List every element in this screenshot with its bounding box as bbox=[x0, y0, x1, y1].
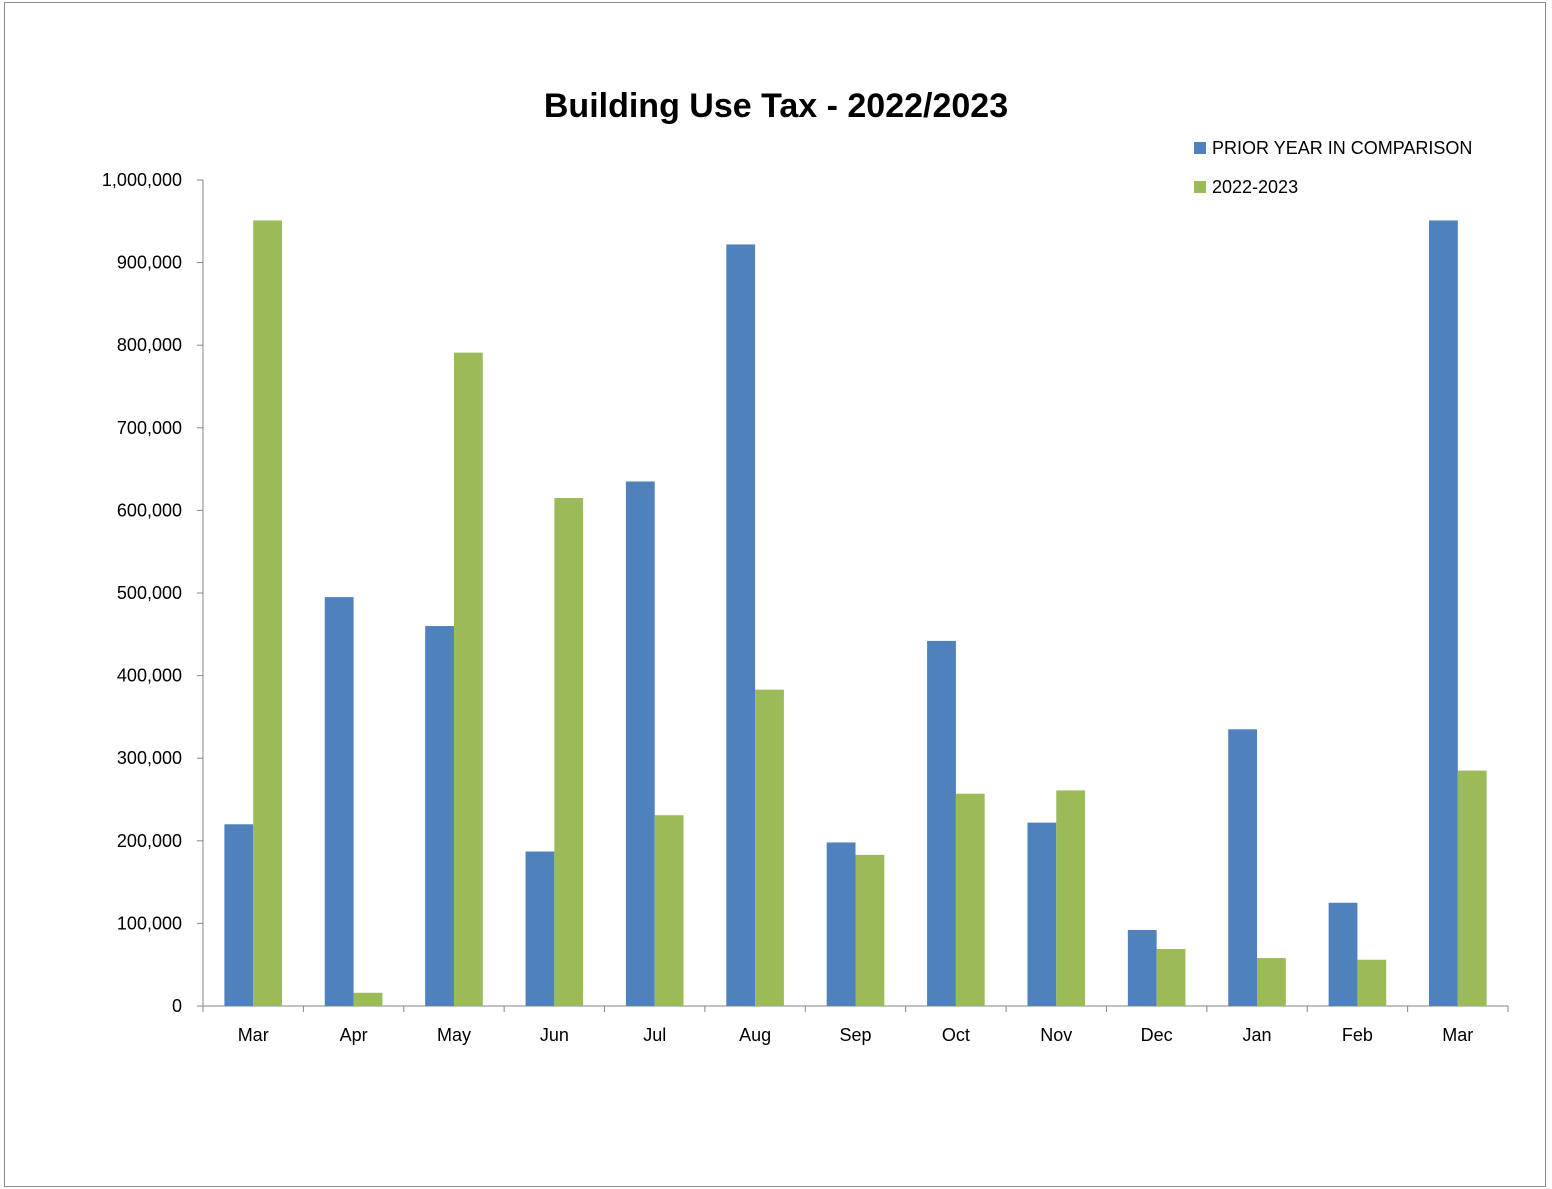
bar-prior-year-mar-12 bbox=[1429, 220, 1458, 1006]
bar-2022-2023-jul-4 bbox=[654, 815, 684, 1006]
y-tick-label: 900,000 bbox=[117, 253, 182, 273]
y-tick-label: 700,000 bbox=[117, 418, 182, 438]
bar-2022-2023-apr-1 bbox=[353, 992, 383, 1006]
legend-label-prior-year: PRIOR YEAR IN COMPARISON bbox=[1212, 138, 1472, 158]
bar-prior-year-may-2 bbox=[425, 626, 454, 1006]
y-tick-label: 800,000 bbox=[117, 335, 182, 355]
bar-2022-2023-jun-3 bbox=[554, 498, 584, 1006]
bar-prior-year-dec-9 bbox=[1127, 930, 1157, 1006]
bar-prior-year-oct-7 bbox=[927, 640, 956, 1006]
x-tick-label: Feb bbox=[1342, 1025, 1373, 1045]
legend: PRIOR YEAR IN COMPARISON 2022-2023 bbox=[1194, 138, 1472, 197]
bar-2022-2023-jan-10 bbox=[1257, 958, 1286, 1006]
y-tick-label: 0 bbox=[172, 996, 182, 1016]
bar-prior-year-apr-1 bbox=[324, 597, 354, 1006]
bar-2022-2023-mar-0 bbox=[253, 220, 282, 1006]
x-tick-label: Jun bbox=[540, 1025, 569, 1045]
bar-prior-year-sep-6 bbox=[826, 842, 856, 1006]
legend-label-2022-2023: 2022-2023 bbox=[1212, 177, 1298, 197]
bar-2022-2023-may-2 bbox=[453, 352, 483, 1006]
bars bbox=[224, 220, 1487, 1007]
y-tick-label: 500,000 bbox=[117, 583, 182, 603]
x-tick-label: Jan bbox=[1243, 1025, 1272, 1045]
bar-prior-year-aug-5 bbox=[726, 244, 756, 1007]
x-tick-label: Nov bbox=[1040, 1025, 1072, 1045]
bar-prior-year-mar-0 bbox=[224, 824, 254, 1006]
y-tick-label: 200,000 bbox=[117, 831, 182, 851]
x-tick-label: Dec bbox=[1141, 1025, 1173, 1045]
bar-2022-2023-dec-9 bbox=[1156, 949, 1186, 1006]
y-tick-label: 100,000 bbox=[117, 913, 182, 933]
bar-prior-year-jul-4 bbox=[625, 481, 655, 1006]
bar-prior-year-jan-10 bbox=[1228, 729, 1258, 1006]
x-axis: Mar Apr May Jun Jul Aug Sep Oct Nov Dec Jan Feb Mar bbox=[202, 1005, 1509, 1045]
chart-title: Building Use Tax - 2022/2023 bbox=[544, 87, 1008, 125]
bar-prior-year-nov-8 bbox=[1027, 822, 1057, 1006]
bar-2022-2023-mar-12 bbox=[1457, 770, 1487, 1006]
legend-swatch-2022-2023 bbox=[1194, 181, 1206, 193]
y-tick-label: 600,000 bbox=[117, 500, 182, 520]
x-tick-label: Oct bbox=[942, 1025, 970, 1045]
y-tick-label: 300,000 bbox=[117, 748, 182, 768]
y-tick-label: 400,000 bbox=[117, 666, 182, 686]
y-tick-label: 1,000,000 bbox=[102, 170, 182, 190]
bar-2022-2023-oct-7 bbox=[955, 793, 985, 1006]
x-tick-label: Sep bbox=[839, 1025, 871, 1045]
bar-2022-2023-sep-6 bbox=[855, 854, 885, 1006]
x-tick-label: Mar bbox=[238, 1025, 269, 1045]
bar-2022-2023-feb-11 bbox=[1357, 959, 1387, 1006]
bar-2022-2023-nov-8 bbox=[1056, 790, 1086, 1006]
x-tick-label: May bbox=[437, 1025, 471, 1045]
bar-prior-year-feb-11 bbox=[1328, 902, 1358, 1006]
x-tick-label: Aug bbox=[739, 1025, 771, 1045]
bar-2022-2023-aug-5 bbox=[755, 689, 784, 1006]
x-tick-label: Apr bbox=[340, 1025, 368, 1045]
x-tick-label: Jul bbox=[643, 1025, 666, 1045]
legend-swatch-prior-year bbox=[1194, 142, 1206, 154]
bar-prior-year-jun-3 bbox=[525, 851, 555, 1006]
y-axis: 0 100,000 200,000 300,000 400,000 500,000 600,… bbox=[102, 170, 204, 1016]
x-tick-label: Mar bbox=[1442, 1025, 1473, 1045]
